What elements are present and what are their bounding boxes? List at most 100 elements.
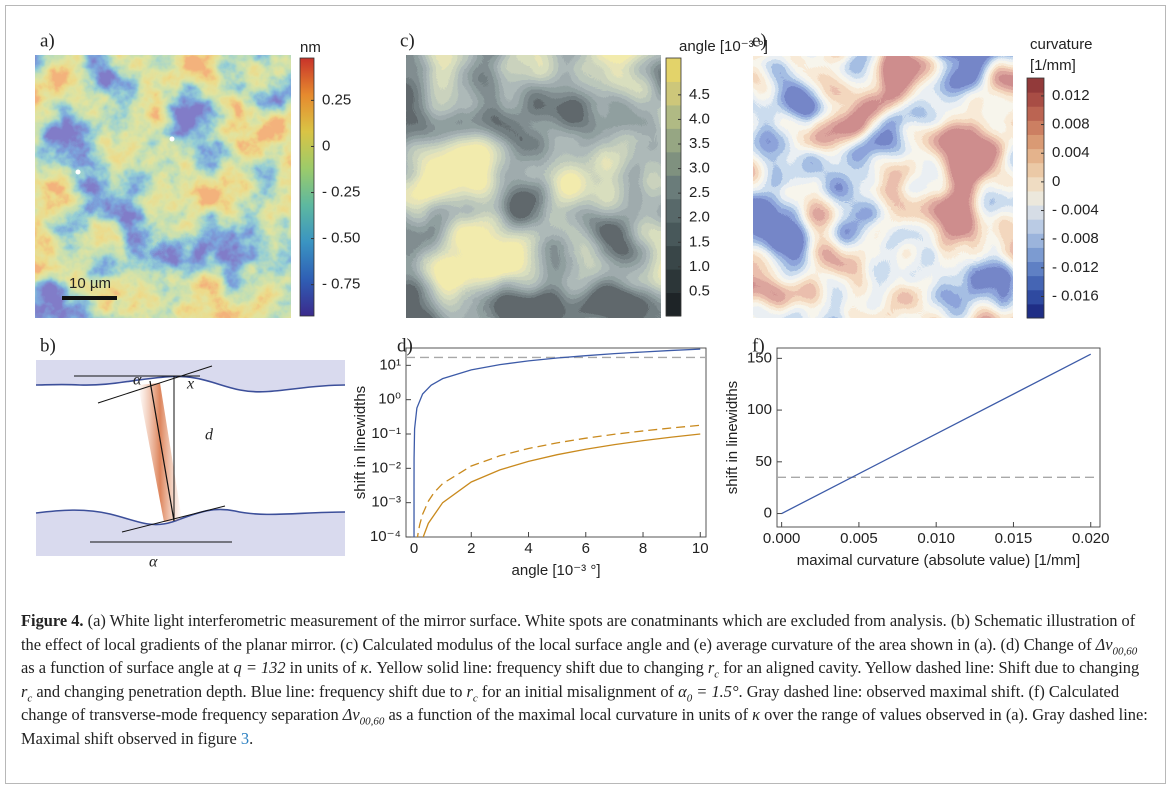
caption-text: and changing penetration depth. Blue lin… [32, 681, 467, 701]
colorbar-band [666, 81, 681, 106]
math-symbol: r [466, 681, 473, 701]
colorbar-band [1027, 134, 1044, 150]
colorbar-frame [665, 57, 682, 317]
y-tick-label: 10¹ [379, 356, 401, 373]
y-tick-label: 10⁰ [378, 391, 401, 408]
panel-label: b) [40, 335, 56, 356]
x-tick-label: 0.010 [917, 530, 955, 547]
colorbar-tick-label: 3.0 [689, 160, 710, 177]
colorbar-tick-label: 1.0 [689, 258, 710, 275]
colorbar-band [1027, 219, 1044, 234]
colorbar-tick-label: 1.5 [689, 233, 710, 250]
caption-text: as a function of surface angle at [21, 658, 234, 677]
math-subscript: c [472, 691, 478, 704]
y-tick-label: 150 [747, 349, 772, 366]
caption-text: . Gray dashed line: observed maximal shi… [21, 681, 1120, 725]
plot-area [406, 348, 706, 537]
caption-text: for an aligned cavity. Yellow dashed lin… [719, 658, 1140, 677]
colorbar-tick-label: - 0.75 [322, 276, 360, 293]
colorbar-band [666, 128, 681, 153]
panel-label: f) [752, 335, 765, 356]
math-subscript: 00,60 [1112, 644, 1138, 657]
y-tick-label: 50 [755, 453, 772, 470]
x-axis-label: maximal curvature (absolute value) [1/mm… [797, 552, 1080, 569]
y-tick-label: 10⁻⁴ [370, 528, 401, 545]
colorbar-band [1027, 205, 1044, 220]
y-tick-label: 0 [764, 505, 772, 522]
colorbar-tick-label: 0.25 [322, 91, 351, 108]
colorbar-band [1027, 148, 1044, 164]
colorbar-band [1027, 247, 1044, 263]
angle-symbol: α [133, 372, 142, 389]
colorbar-band [666, 222, 681, 247]
colorbar-frame [1026, 77, 1045, 319]
angle-symbol: α [149, 554, 158, 571]
colorbar-tick-label: 4.0 [689, 110, 710, 127]
series-line [781, 353, 1092, 515]
contaminant-spot [75, 169, 81, 175]
colorbar-band [666, 245, 681, 270]
series-line [416, 424, 701, 537]
caption-text: (a) White light interferometric measurem… [21, 611, 1136, 654]
x-tick-label: 0.000 [763, 530, 801, 547]
colorbar-tick-label: 2.5 [689, 184, 710, 201]
y-tick-label: 10⁻³ [371, 494, 401, 511]
caption-text: over the range of values observed in (a)… [21, 705, 1148, 748]
curvature-map [753, 56, 1013, 318]
colorbar [300, 58, 314, 316]
x-tick-label: 0 [410, 540, 418, 557]
math-symbol: r [707, 658, 715, 677]
caption-text: in units of [285, 658, 361, 677]
plot-area [777, 353, 1100, 515]
series-line [422, 433, 701, 537]
colorbar-band [666, 58, 681, 82]
colorbar-tick-label: 0 [322, 137, 330, 154]
colorbar-band [666, 104, 681, 129]
colorbar-tick-label: - 0.016 [1052, 287, 1099, 304]
panel-label: e) [752, 30, 767, 51]
colorbar-band [1027, 176, 1044, 192]
caption-math: q = 132 [234, 658, 286, 677]
surface-image [35, 55, 291, 318]
y-tick-label: 10⁻² [371, 459, 401, 476]
colorbar-tick-label: - 0.008 [1052, 230, 1099, 247]
caption-math: rc [21, 682, 32, 704]
colorbar-band [666, 269, 681, 294]
colorbar-band [1027, 233, 1044, 248]
colorbar-band [1027, 120, 1044, 135]
colorbar-band [1027, 162, 1044, 178]
caption-math: Δν00,60 [342, 705, 385, 727]
colorbar-frame [299, 57, 315, 317]
figure-frame [5, 5, 1166, 784]
caption-math: κ [360, 658, 368, 677]
offset-symbol: x [186, 376, 194, 393]
scale-bar-label: 10 µm [69, 275, 111, 292]
colorbar-title: [1/mm] [1030, 57, 1076, 74]
panel-label: a) [40, 30, 55, 51]
caption-math: Δν00,60 [1096, 635, 1138, 657]
figure-link[interactable]: 3 [240, 728, 250, 748]
x-tick-label: 10 [692, 540, 709, 557]
caption-math: = 1.5° [692, 682, 738, 701]
caption-label: Figure 4. [21, 611, 84, 630]
math-symbol: q = 132 [233, 658, 286, 677]
colorbar-band [1027, 275, 1044, 291]
caption-text: . [249, 728, 254, 748]
x-tick-label: 2 [467, 540, 475, 557]
math-subscript: c [714, 668, 720, 681]
math-symbol: α [678, 681, 687, 701]
colorbar-band [1027, 289, 1044, 305]
x-tick-label: 0.005 [840, 530, 878, 547]
colorbar-tick-label: 0.004 [1052, 144, 1090, 161]
colorbar-tick-label: 0.5 [689, 282, 710, 299]
math-symbol: Δν [342, 705, 360, 724]
colorbar-band [666, 175, 681, 200]
colorbar-band [1027, 92, 1044, 107]
x-tick-label: 4 [524, 540, 532, 557]
colorbar-band [1027, 106, 1044, 121]
caption-math: α0 [678, 681, 693, 704]
math-subscript: 0 [686, 691, 693, 704]
distance-symbol: d [205, 427, 214, 444]
x-tick-label: 8 [639, 540, 647, 557]
